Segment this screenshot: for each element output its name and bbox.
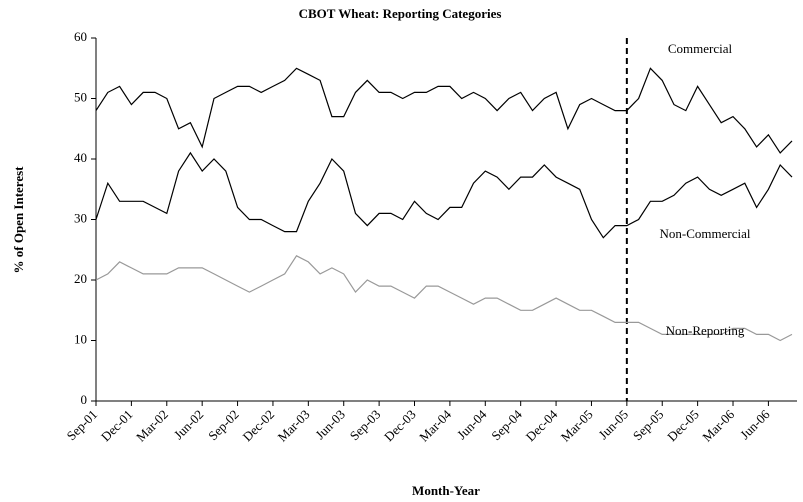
x-tick-label: Dec-05: [664, 407, 702, 445]
x-tick-label: Mar-02: [133, 407, 171, 445]
y-tick-label: 40: [74, 150, 87, 165]
series-line: [95, 67, 793, 154]
x-tick-label: Sep-05: [630, 407, 667, 444]
x-tick-label: Mar-06: [699, 406, 737, 444]
y-tick-label: 50: [74, 89, 87, 104]
x-tick-label: Dec-02: [240, 407, 278, 445]
x-tick-label: Dec-03: [381, 407, 419, 445]
series-line: [95, 255, 793, 342]
x-tick-label: Sep-03: [347, 407, 384, 444]
x-tick-label: Jun-06: [737, 406, 773, 442]
x-tick-label: Dec-04: [523, 406, 561, 444]
y-tick-label: 20: [74, 271, 87, 286]
series-line: [95, 151, 793, 239]
x-tick-label: Sep-04: [488, 406, 525, 443]
x-tick-label: Jun-05: [595, 407, 631, 443]
x-tick-label: Mar-05: [558, 407, 596, 445]
series-label: Commercial: [668, 41, 733, 56]
x-tick-label: Sep-02: [205, 407, 242, 444]
y-tick-label: 10: [74, 331, 87, 346]
x-tick-label: Mar-03: [275, 407, 313, 445]
x-tick-label: Jun-03: [312, 407, 348, 443]
x-axis-title: Month-Year: [412, 483, 480, 498]
y-tick-label: 60: [74, 29, 87, 44]
chart-title: CBOT Wheat: Reporting Categories: [299, 6, 502, 21]
x-tick-label: Dec-01: [98, 407, 136, 445]
x-tick-label: Jun-02: [171, 407, 207, 443]
y-axis-title: % of Open Interest: [11, 166, 26, 274]
x-tick-label: Sep-01: [64, 407, 101, 444]
x-tick-label: Mar-04: [416, 406, 454, 444]
series-label: Non-Commercial: [660, 226, 751, 241]
y-tick-label: 0: [81, 392, 88, 407]
y-tick-label: 30: [74, 210, 87, 225]
series-label: Non-Reporting: [666, 323, 745, 338]
x-tick-label: Jun-04: [454, 406, 490, 442]
